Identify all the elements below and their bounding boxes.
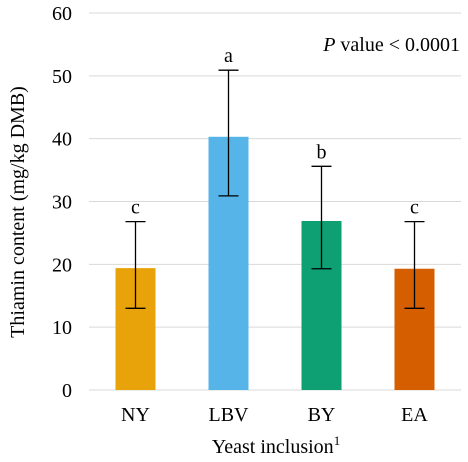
x-tick-label-ny: NY (121, 404, 150, 426)
x-axis-title-superscript: 1 (334, 433, 341, 448)
x-tick-label-by: BY (308, 404, 336, 426)
error-bar-by (311, 165, 332, 270)
y-tick-label-50: 50 (52, 66, 72, 88)
p-value-text: value < 0.0001 (335, 34, 460, 56)
error-bar-ny (125, 220, 146, 309)
error-bars (125, 69, 425, 309)
y-tick-label-40: 40 (52, 129, 72, 151)
x-tick-label-ea: EA (401, 404, 428, 426)
y-tick-label-10: 10 (52, 317, 72, 339)
bars (115, 136, 435, 390)
significance-letters: c a b c (131, 45, 419, 218)
significance-letter-by: b (317, 141, 327, 163)
error-bar-lbv (218, 69, 239, 197)
y-tick-label-0: 0 (62, 380, 72, 402)
x-axis-title: Yeast inclusion1 (212, 433, 340, 458)
x-axis-title-text: Yeast inclusion (212, 436, 334, 458)
significance-letter-lbv: a (224, 45, 233, 67)
y-tick-label-60: 60 (52, 3, 72, 25)
x-tick-label-lbv: LBV (209, 404, 250, 426)
y-axis-title: Thiamin content (mg/kg DMB) (7, 86, 29, 338)
significance-letter-ea: c (410, 197, 419, 219)
y-tick-label-20: 20 (52, 254, 72, 276)
significance-letter-ny: c (131, 197, 140, 219)
error-bar-ea (404, 220, 425, 309)
p-value-annotation: P value < 0.0001 (322, 34, 460, 56)
x-axis-ticks: NY LBV BY EA (121, 404, 428, 426)
y-axis-ticks: 0 10 20 30 40 50 60 (52, 3, 72, 402)
p-symbol: P (322, 34, 335, 56)
y-tick-label-30: 30 (52, 192, 72, 214)
